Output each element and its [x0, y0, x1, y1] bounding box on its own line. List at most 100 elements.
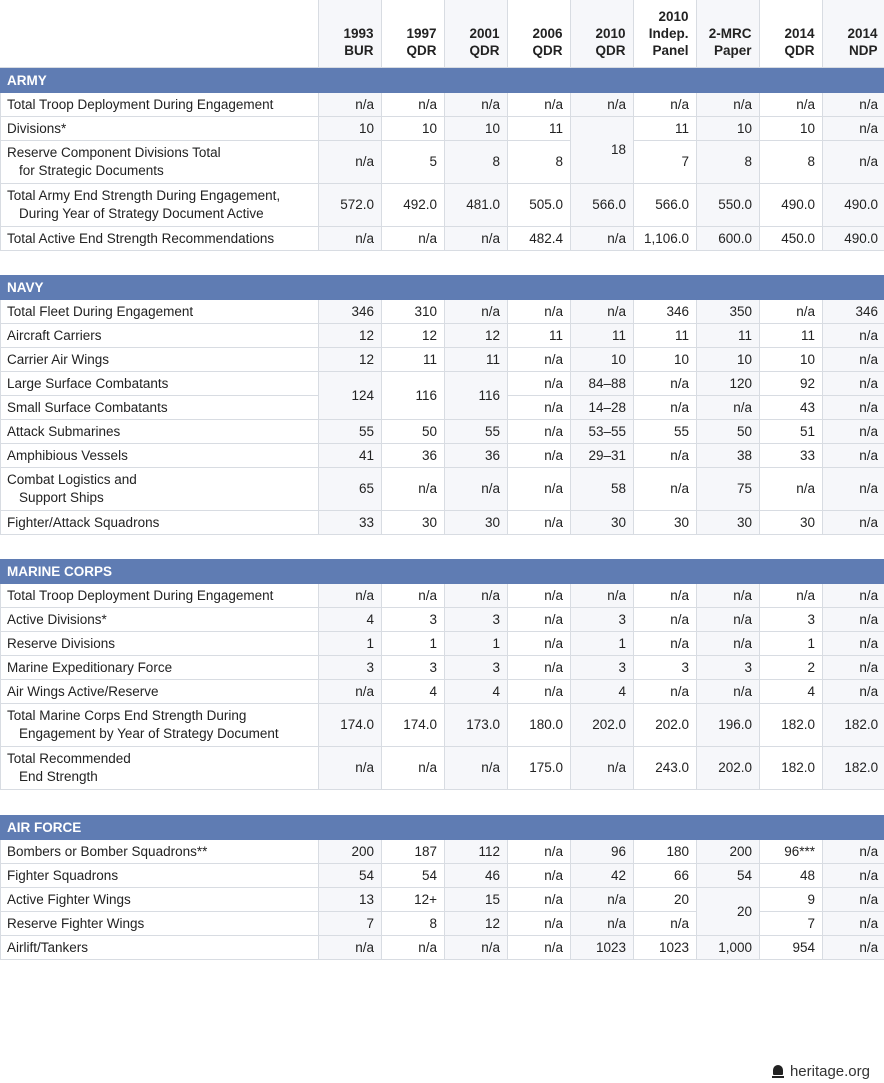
value-cell: 43	[759, 395, 823, 420]
value-cell: n/a	[696, 679, 760, 704]
column-header-line: BUR	[344, 43, 374, 58]
value-cell: n/a	[507, 419, 571, 444]
value-cell: 1	[318, 631, 382, 656]
section-title: ARMY	[0, 68, 884, 93]
value-cell: n/a	[381, 467, 445, 511]
value-cell: n/a	[444, 583, 508, 608]
row-label-line: Combat Logistics and	[7, 472, 137, 487]
value-cell: 200	[696, 839, 760, 864]
value-cell: 116	[444, 371, 508, 420]
row-label: Aircraft Carriers	[0, 323, 319, 348]
navy-table: NAVY Total Fleet During Engagement 346 310 n…	[0, 275, 884, 535]
value-cell: 55	[318, 419, 382, 444]
value-cell: 4	[381, 679, 445, 704]
value-cell: 4	[444, 679, 508, 704]
value-cell: n/a	[507, 607, 571, 632]
value-cell: 29–31	[570, 443, 634, 468]
value-cell: 8	[696, 140, 760, 184]
value-cell: n/a	[696, 92, 760, 117]
column-header-line: 2014	[847, 26, 878, 41]
table-row: Fighter Squadrons 54 54 46 n/a 42 66 54 48 n/a	[0, 863, 884, 888]
value-cell: 12	[318, 347, 382, 372]
value-cell: n/a	[633, 631, 697, 656]
value-cell: n/a	[821, 935, 884, 960]
column-header: 2006 QDR	[506, 0, 571, 68]
row-label-line: Air Wings Active/Reserve	[7, 683, 159, 699]
value-cell: 53–55	[570, 419, 634, 444]
value-cell: n/a	[381, 226, 445, 251]
value-cell: 10	[696, 116, 760, 141]
value-cell: 180	[633, 839, 697, 864]
value-cell: 450.0	[759, 226, 823, 251]
table-row: Amphibious Vessels 41 36 36 n/a 29–31 n/a 38 33 n…	[0, 443, 884, 468]
value-cell: n/a	[444, 935, 508, 960]
value-cell: n/a	[444, 226, 508, 251]
value-cell: 3	[570, 607, 634, 632]
table-row: Large Surface Combatants 124 116 116 n/a 84–8…	[0, 371, 884, 420]
value-cell: 33	[318, 510, 382, 535]
value-cell: n/a	[318, 746, 382, 790]
row-label-line: Carrier Air Wings	[7, 351, 110, 367]
value-cell: 1	[381, 631, 445, 656]
value-cell: 1023	[570, 935, 634, 960]
value-cell: n/a	[696, 583, 760, 608]
row-label-line: Fighter/Attack Squadrons	[7, 514, 160, 530]
table-row: Total Army End Strength During Engagemen…	[0, 183, 884, 227]
column-header-line: NDP	[848, 43, 878, 58]
row-label: Marine Expeditionary Force	[0, 655, 319, 680]
table-row: Total Marine Corps End Strength During En…	[0, 703, 884, 747]
value-cell: 2	[759, 655, 823, 680]
value-cell: 350	[696, 299, 760, 324]
value-cell: 954	[759, 935, 823, 960]
row-label-line: Large Surface Combatants	[7, 375, 169, 391]
value-cell: n/a	[633, 679, 697, 704]
value-cell: 3	[318, 655, 382, 680]
row-label-line: Active Divisions*	[7, 611, 107, 627]
value-cell: 10	[633, 347, 697, 372]
value-cell: n/a	[822, 92, 884, 117]
row-label-line: Airlift/Tankers	[7, 939, 89, 955]
value-cell: 505.0	[507, 183, 571, 227]
value-cell: 75	[696, 467, 760, 511]
value-cell: 202.0	[633, 703, 697, 747]
column-header-line: 1997	[406, 26, 437, 41]
value-cell: n/a	[318, 935, 382, 960]
value-cell: n/a	[318, 226, 382, 251]
value-cell: 3	[633, 655, 697, 680]
column-header: 2014 NDP	[821, 0, 884, 68]
value-cell: 92	[759, 371, 823, 396]
value-cell: n/a	[318, 92, 382, 117]
column-header-line: QDR	[406, 43, 437, 58]
value-cell: 84–88	[570, 371, 634, 396]
value-cell: n/a	[633, 395, 697, 420]
row-label-line: Total Troop Deployment During Engagement	[7, 587, 274, 603]
value-cell: n/a	[821, 583, 884, 608]
value-cell: 3	[696, 655, 760, 680]
column-header-row: 1993 BUR 1997 QDR 2001 QDR 2006 QDR 2010 QDR 2010 I…	[0, 0, 884, 68]
value-cell: n/a	[507, 347, 571, 372]
value-cell: 600.0	[696, 226, 760, 251]
value-cell: 11	[570, 323, 634, 348]
value-cell: n/a	[821, 510, 884, 535]
value-cell: 175.0	[507, 746, 571, 790]
column-header-line: 1993	[343, 26, 374, 41]
row-label: Divisions*	[0, 116, 319, 141]
column-header: 2010 Indep. Panel	[632, 0, 697, 68]
value-cell: 20	[633, 887, 697, 912]
value-cell: n/a	[507, 583, 571, 608]
table-row: Divisions* 10 10 10 11 18 11 10 10 n/a	[0, 116, 884, 184]
row-label: Reserve Component Divisions Total for Str…	[0, 140, 319, 184]
value-cell: 30	[696, 510, 760, 535]
row-label-line: Fighter Squadrons	[7, 867, 119, 883]
row-label-line: Active Fighter Wings	[7, 891, 131, 907]
value-cell: n/a	[633, 583, 697, 608]
value-cell: 11	[381, 347, 445, 372]
table-row: Marine Expeditionary Force 3 3 3 n/a 3 3 3 2 n/a	[0, 655, 884, 680]
value-cell: 30	[381, 510, 445, 535]
value-cell: 14–28	[570, 395, 634, 420]
table-row: Aircraft Carriers 12 12 12 11 11 11 11 11 n/a	[0, 323, 884, 348]
value-cell: 3	[381, 655, 445, 680]
column-header-line: 2010	[595, 26, 626, 41]
value-cell: 66	[633, 863, 697, 888]
value-cell: n/a	[822, 116, 884, 141]
